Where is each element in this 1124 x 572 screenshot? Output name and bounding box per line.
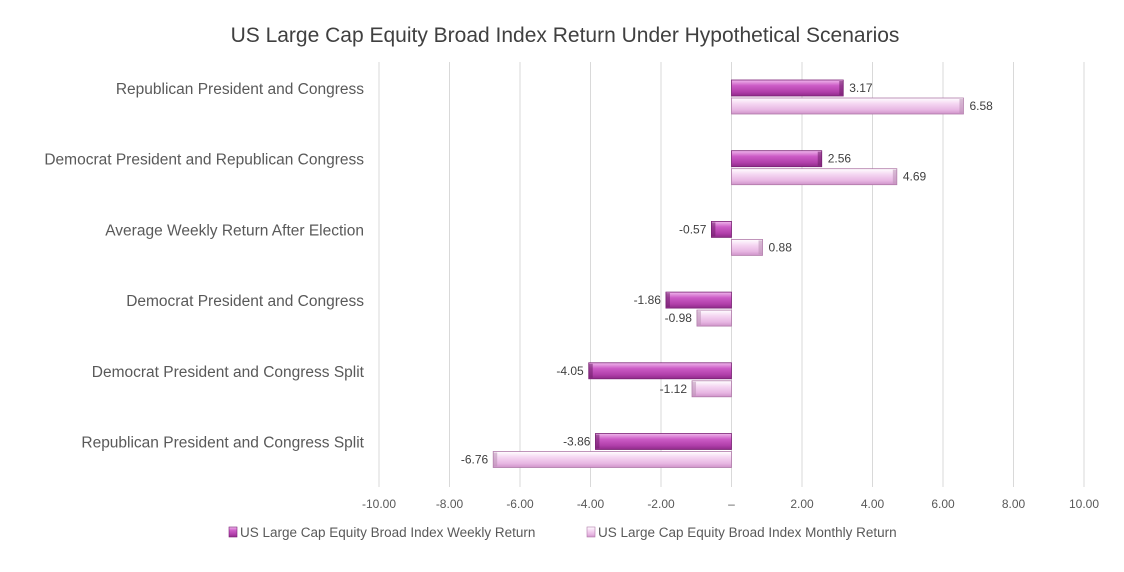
category-label: Republican President and Congress	[116, 81, 364, 98]
data-label: -1.86	[634, 293, 662, 307]
bar-weekly	[731, 79, 844, 97]
bar-weekly	[665, 291, 732, 309]
bar-monthly	[731, 238, 763, 256]
bar-weekly	[588, 362, 732, 380]
legend-label-weekly: US Large Cap Equity Broad Index Weekly R…	[240, 525, 535, 540]
bar-weekly-cap	[588, 363, 593, 378]
x-tick-label: -10.00	[362, 497, 396, 511]
legend-swatch-weekly	[228, 526, 238, 538]
data-label: 3.17	[849, 81, 873, 95]
bar-monthly-cap	[959, 99, 964, 113]
category-label: Democrat President and Congress	[126, 293, 364, 310]
x-tick-label: –	[728, 497, 735, 511]
bar-weekly-cap	[839, 81, 844, 95]
data-label: -1.12	[660, 382, 688, 396]
x-tick-label: 4.00	[861, 497, 885, 511]
data-label: -3.86	[563, 435, 591, 449]
x-tick-label: 10.00	[1069, 497, 1099, 511]
data-label: -0.98	[665, 311, 693, 325]
x-tick-label: -8.00	[436, 497, 464, 511]
data-label: 4.69	[903, 170, 927, 184]
chart-title: US Large Cap Equity Broad Index Return U…	[231, 24, 900, 47]
x-tick-label: -6.00	[506, 497, 534, 511]
x-tick-label: 2.00	[790, 497, 814, 511]
legend-item-monthly: US Large Cap Equity Broad Index Monthly …	[586, 525, 897, 540]
gridlines	[378, 62, 1085, 487]
bar-monthly-cap	[758, 240, 763, 255]
legend-label-monthly: US Large Cap Equity Broad Index Monthly …	[598, 525, 897, 540]
bars	[492, 79, 964, 468]
x-tick-label: 6.00	[931, 497, 955, 511]
category-label: Democrat President and Congress Split	[92, 364, 365, 381]
data-label: 6.58	[969, 99, 993, 113]
bar-monthly	[731, 97, 964, 115]
bar-monthly-cap	[692, 381, 697, 396]
x-tick-label: 8.00	[1002, 497, 1026, 511]
x-tick-label: -4.00	[577, 497, 605, 511]
bar-weekly	[731, 150, 823, 168]
legend: US Large Cap Equity Broad Index Weekly R…	[228, 525, 897, 540]
bar-monthly-cap	[696, 311, 701, 326]
x-axis-tick-labels: -10.00 -8.00 -6.00 -4.00 -2.00 – 2.00 4.00 6.00 8…	[362, 497, 1099, 511]
legend-swatch-monthly	[586, 526, 596, 538]
bar-weekly-cap	[595, 434, 600, 449]
bar-monthly	[731, 168, 898, 186]
category-label: Republican President and Congress Split	[81, 435, 364, 452]
data-label: -4.05	[556, 364, 584, 378]
bar-monthly	[696, 309, 732, 327]
x-tick-label: -2.00	[647, 497, 675, 511]
category-label: Average Weekly Return After Election	[105, 222, 364, 239]
data-label: 2.56	[828, 152, 852, 166]
bar-monthly-cap	[892, 169, 897, 184]
category-label: Democrat President and Republican Congre…	[44, 152, 364, 169]
bar-monthly	[492, 451, 732, 468]
data-label: -6.76	[461, 453, 489, 467]
category-labels: Republican President and Congress Democra…	[44, 81, 364, 452]
data-labels: 3.17 6.58 2.56 4.69 -0.57 0.88 -1.86-0.98 -4.05…	[461, 81, 993, 467]
legend-item-weekly: US Large Cap Equity Broad Index Weekly R…	[228, 525, 535, 540]
data-label: -0.57	[679, 222, 707, 236]
bar-monthly-cap	[493, 452, 498, 467]
data-label: 0.88	[769, 240, 793, 254]
bar-monthly	[691, 380, 732, 398]
bar-weekly-cap	[711, 222, 716, 237]
bar-weekly-cap	[665, 293, 670, 308]
bar-weekly	[595, 433, 732, 450]
bar-weekly-cap	[817, 151, 822, 166]
